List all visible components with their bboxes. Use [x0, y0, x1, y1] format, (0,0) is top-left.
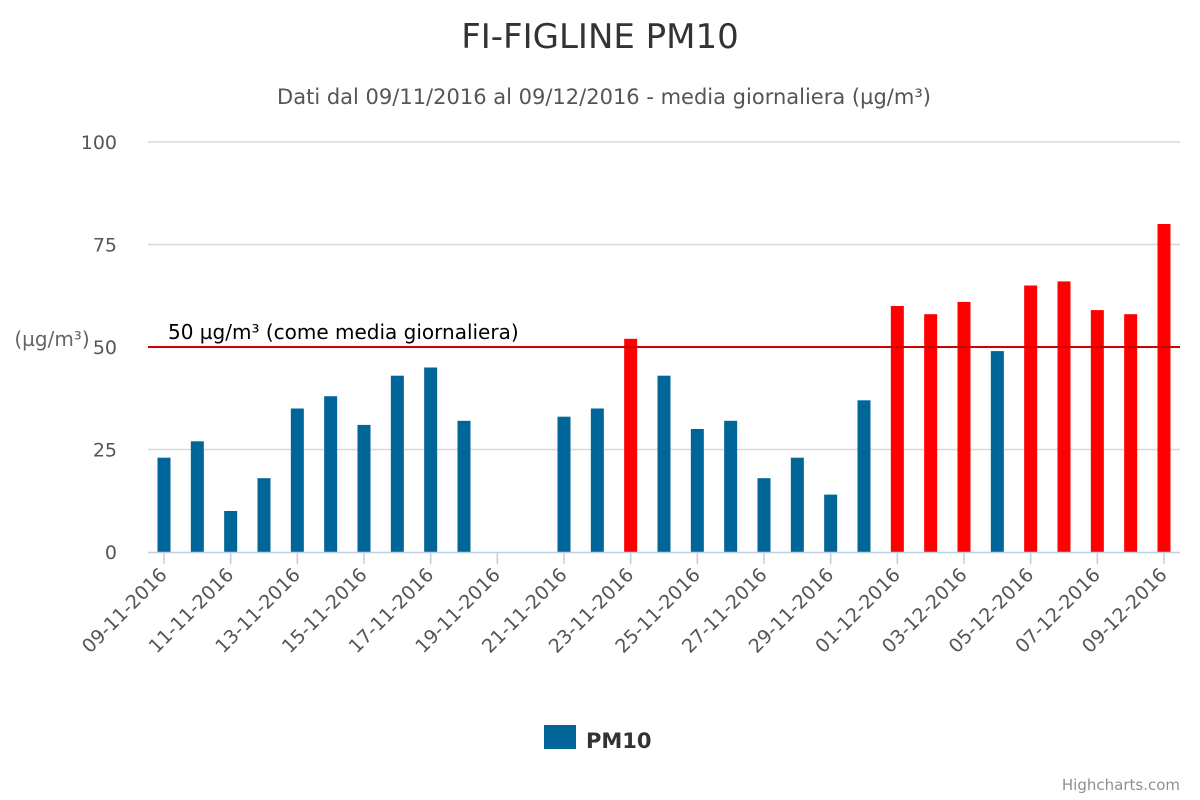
y-axis-ticks: 0 25 50 75 100 [81, 132, 117, 564]
bar-09-12-2016 [1157, 224, 1171, 552]
bar-22-11-2016 [590, 408, 604, 552]
threshold-label: 50 µg/m³ (come media giornaliera) [168, 320, 519, 344]
y-axis-title: (µg/m³) [14, 327, 89, 351]
chart-title: FI-FIGLINE PM10 [461, 17, 739, 57]
bar-27-11-2016 [757, 478, 771, 552]
bar-03-12-2016 [957, 301, 971, 552]
bar-23-11-2016 [624, 338, 638, 552]
bar-08-12-2016 [1124, 314, 1138, 552]
bar-30-11-2016 [857, 400, 871, 552]
bar-29-11-2016 [824, 494, 838, 552]
bar-05-12-2016 [1024, 285, 1038, 552]
bar-15-11-2016 [357, 424, 371, 552]
bar-06-12-2016 [1057, 281, 1071, 552]
bar-14-11-2016 [324, 396, 338, 552]
bar-09-11-2016 [157, 457, 171, 552]
bar-11-11-2016 [224, 511, 238, 552]
y-tick-label: 100 [81, 132, 117, 154]
bar-17-11-2016 [424, 367, 438, 552]
bar-18-11-2016 [457, 420, 471, 552]
bar-13-11-2016 [290, 408, 304, 552]
x-axis: 09-11-201611-11-201613-11-201615-11-2016… [78, 551, 1180, 658]
legend-label: PM10 [586, 729, 652, 753]
legend-item-pm10[interactable]: PM10 [544, 725, 652, 753]
bar-28-11-2016 [790, 457, 804, 552]
y-tick-label: 0 [105, 542, 117, 564]
credits-link[interactable]: Highcharts.com [1062, 776, 1180, 794]
bar-12-11-2016 [257, 478, 271, 552]
y-tick-label: 75 [93, 235, 117, 257]
bar-02-12-2016 [924, 314, 938, 552]
bar-24-11-2016 [657, 375, 671, 552]
bar-21-11-2016 [557, 416, 571, 552]
bar-07-12-2016 [1090, 310, 1104, 552]
bar-10-11-2016 [190, 441, 204, 552]
bar-04-12-2016 [990, 351, 1004, 552]
bar-25-11-2016 [690, 429, 704, 552]
y-tick-label: 25 [93, 440, 117, 462]
bar-16-11-2016 [390, 375, 404, 552]
y-tick-label: 50 [93, 337, 117, 359]
bar-26-11-2016 [724, 420, 738, 552]
bar-01-12-2016 [890, 306, 904, 552]
legend-swatch [544, 725, 576, 749]
chart-subtitle: Dati dal 09/11/2016 al 09/12/2016 - medi… [277, 85, 931, 109]
bars [157, 224, 1171, 552]
